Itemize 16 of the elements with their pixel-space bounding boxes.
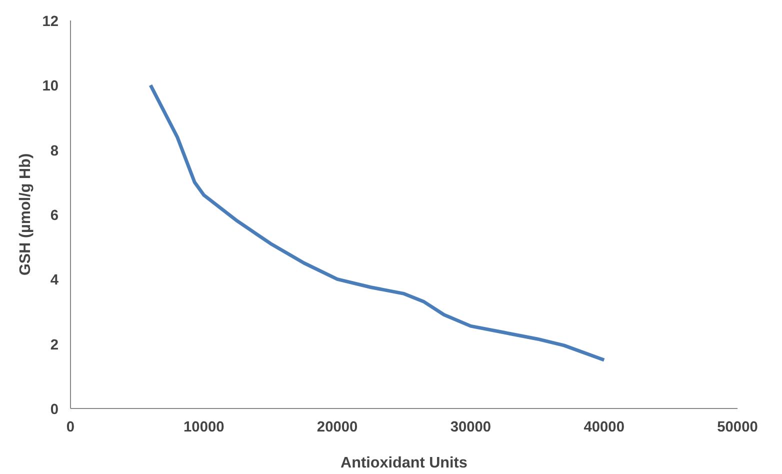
y-tick-label: 8 — [50, 143, 59, 160]
x-tick-label: 40000 — [584, 420, 624, 436]
y-tick-label: 4 — [50, 272, 60, 289]
x-tick-label: 50000 — [717, 420, 758, 436]
x-tick-label: 0 — [66, 420, 75, 436]
line-series — [148, 83, 606, 362]
x-axis-title: Antioxidant Units — [340, 454, 468, 472]
y-tick-label: 2 — [50, 337, 59, 354]
y-tick-label: 6 — [50, 208, 59, 224]
y-tick-label: 0 — [50, 402, 59, 418]
x-tick-label: 10000 — [184, 420, 224, 436]
x-tick-label: 30000 — [450, 420, 492, 436]
y-axis-title: GSH (µmol/g Hb) — [17, 153, 34, 276]
y-tick-label: 12 — [42, 14, 59, 30]
x-tick-label: 20000 — [316, 420, 358, 436]
y-tick-label: 10 — [42, 78, 59, 95]
